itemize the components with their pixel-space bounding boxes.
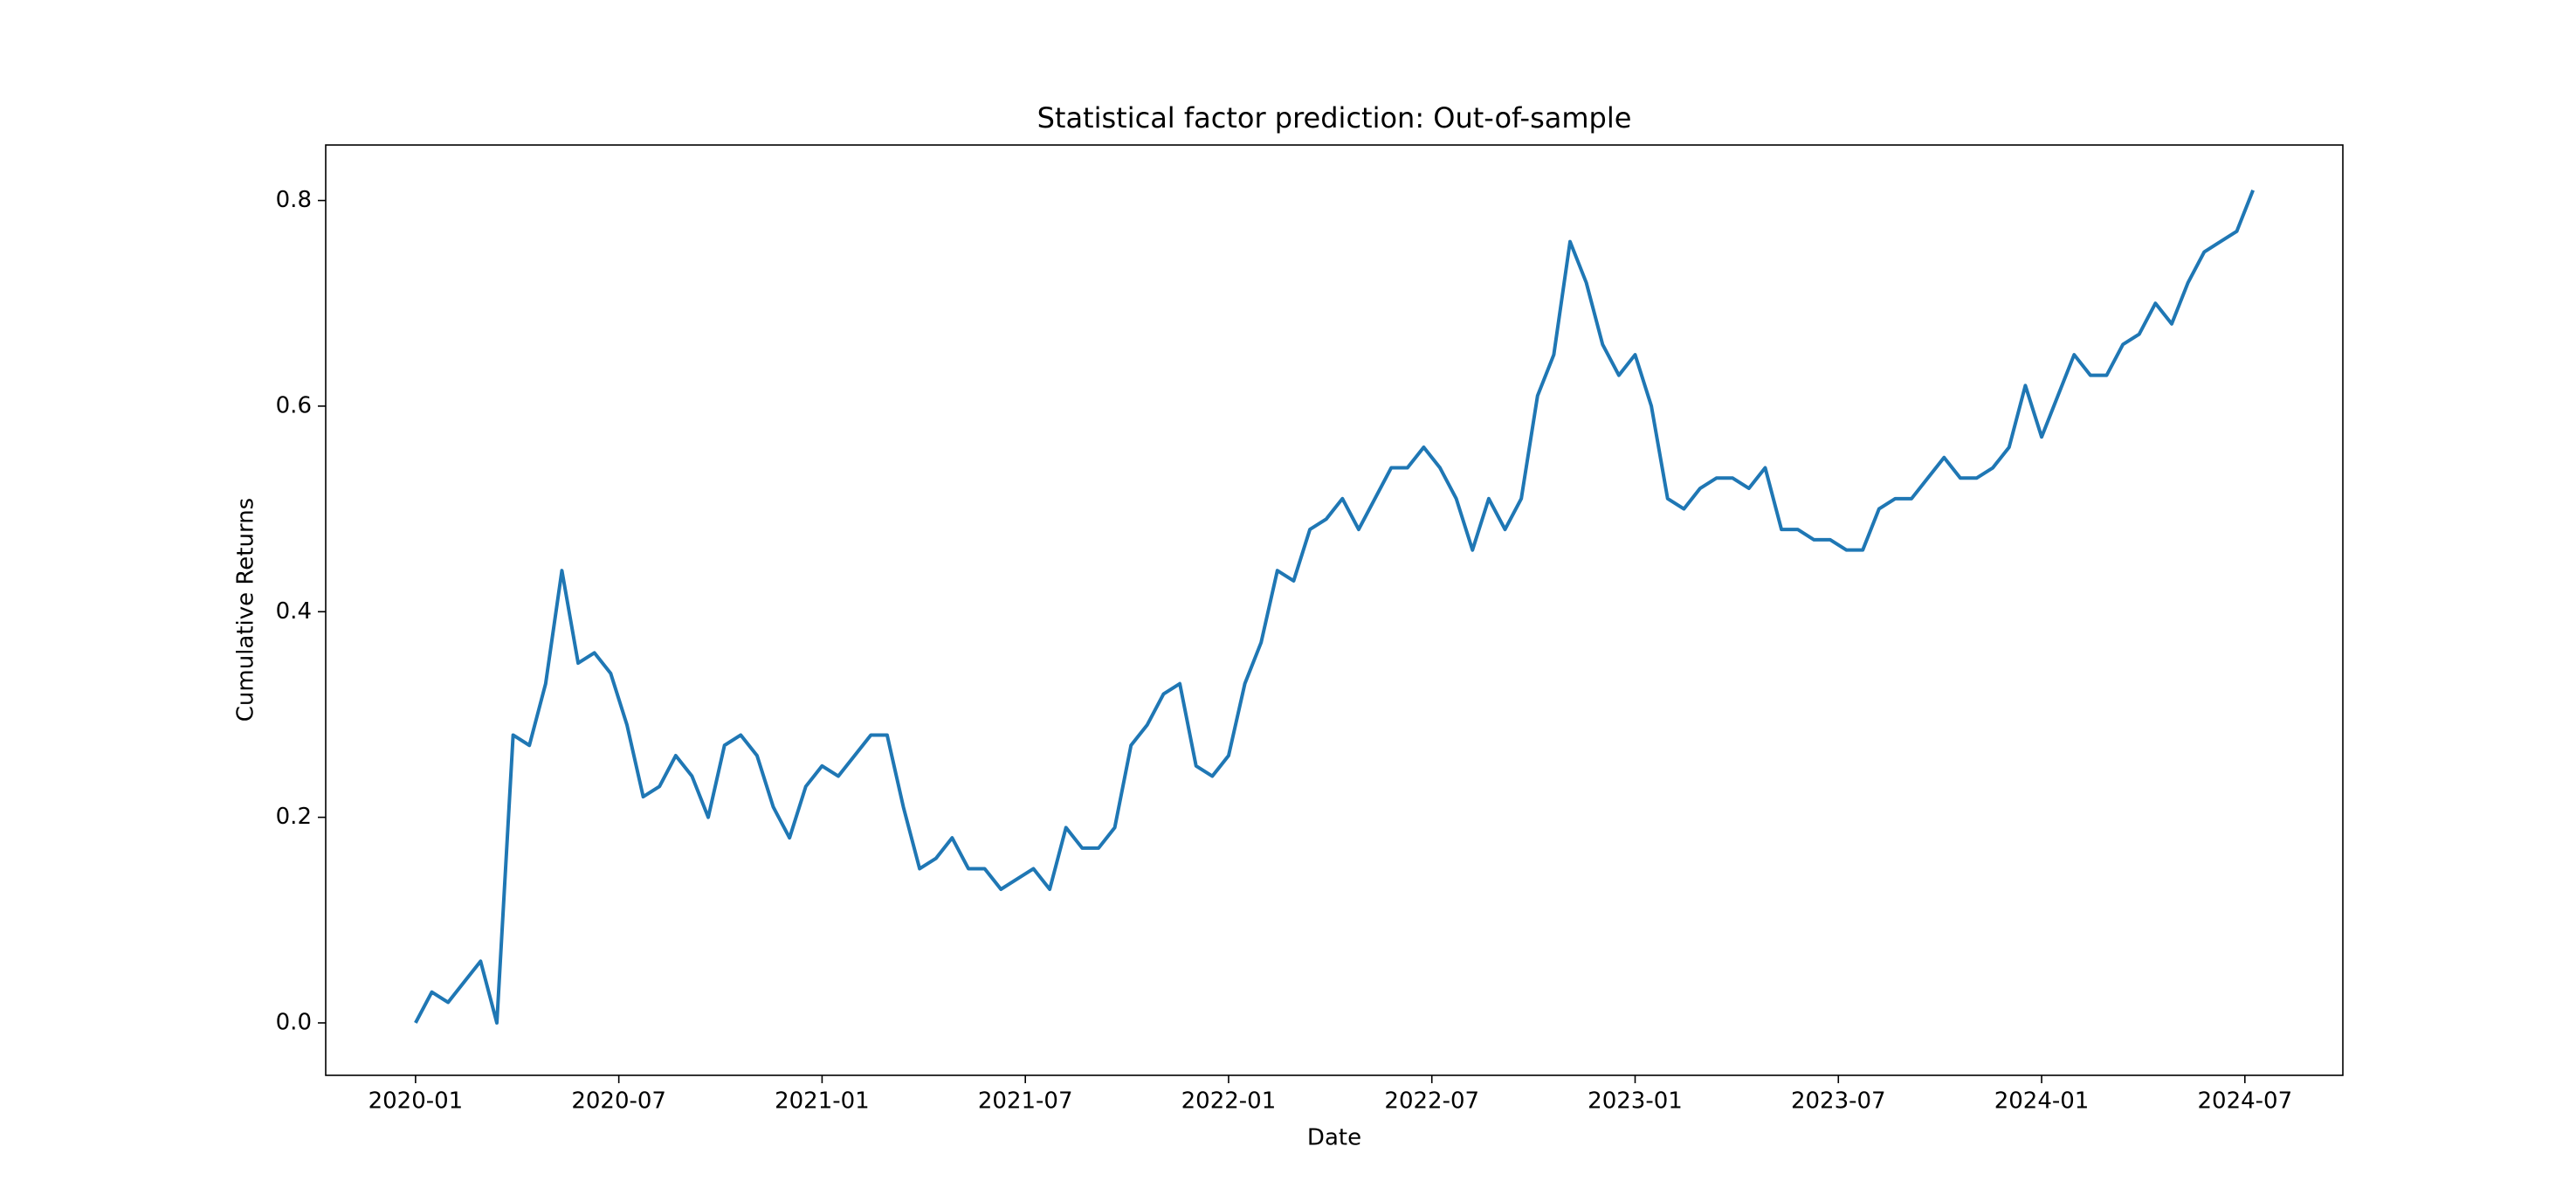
x-tick-label: 2021-07 [978,1088,1073,1115]
x-tick-label: 2023-07 [1791,1088,1886,1115]
x-tick-label: 2020-01 [368,1088,464,1115]
x-tick-label: 2021-01 [775,1088,870,1115]
x-axis-label: Date [1307,1125,1361,1151]
y-tick-label: 0.4 [276,598,312,625]
x-tick-label: 2024-01 [1994,1088,2090,1115]
y-axis-label: Cumulative Returns [233,498,259,722]
x-tick-label: 2023-01 [1588,1088,1683,1115]
x-tick-label: 2024-07 [2197,1088,2292,1115]
y-tick-label: 0.6 [276,392,312,418]
line-series [414,190,2255,1025]
y-tick-label: 0.0 [276,1009,312,1035]
chart-title: Statistical factor prediction: Out-of-sa… [1037,101,1632,135]
plot-frame [325,144,2344,1076]
y-tick-label: 0.2 [276,804,312,830]
x-tick-label: 2022-01 [1181,1088,1277,1115]
x-tick-label: 2022-07 [1384,1088,1479,1115]
x-tick-label: 2020-07 [571,1088,666,1115]
y-tick-label: 0.8 [276,187,312,213]
